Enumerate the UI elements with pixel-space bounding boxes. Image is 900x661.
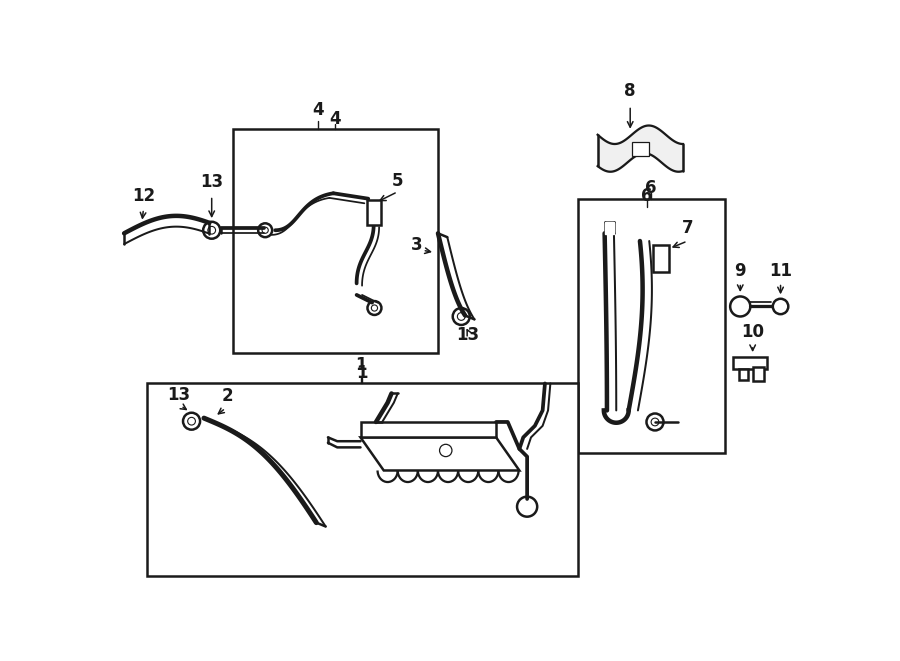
Bar [366, 200, 381, 225]
Text: 6: 6 [642, 187, 653, 205]
Text: 10: 10 [742, 323, 764, 341]
Text: 6: 6 [645, 179, 657, 197]
Polygon shape [361, 422, 496, 438]
Text: 4: 4 [329, 110, 341, 128]
Text: 11: 11 [769, 262, 792, 280]
Bar [232, 130, 438, 353]
Bar [739, 369, 748, 379]
Text: 8: 8 [625, 82, 636, 100]
Text: 13: 13 [167, 385, 191, 404]
Bar [578, 199, 725, 453]
Bar [653, 245, 669, 272]
Text: 1: 1 [356, 364, 368, 381]
Polygon shape [361, 438, 519, 471]
Bar [752, 368, 764, 381]
Text: 5: 5 [392, 172, 403, 190]
Bar [632, 143, 649, 156]
Text: 3: 3 [410, 236, 422, 254]
Text: 9: 9 [734, 262, 746, 280]
Text: 4: 4 [312, 100, 324, 119]
Bar [733, 356, 768, 369]
Bar [605, 222, 614, 234]
Text: 7: 7 [681, 219, 693, 237]
Bar [148, 383, 578, 576]
Text: 13: 13 [456, 326, 479, 344]
Text: 2: 2 [221, 387, 233, 405]
Text: 1: 1 [355, 356, 366, 374]
Text: 12: 12 [132, 187, 155, 205]
Text: 13: 13 [200, 173, 223, 191]
